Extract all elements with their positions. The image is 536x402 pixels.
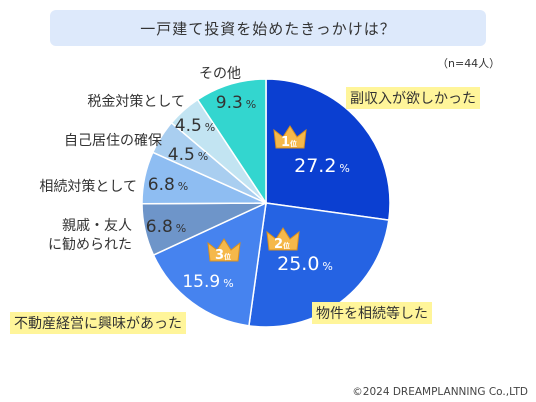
slice-category-label: 税金対策として <box>87 93 185 110</box>
slice-value-label: 25.0% <box>277 253 333 275</box>
slice-value-label: 15.9% <box>182 272 233 292</box>
slice-category-label: 不動産経営に興味があった <box>14 316 182 332</box>
slice-value-label: 9.3% <box>216 93 257 113</box>
slice-value-label: 6.8% <box>146 217 187 237</box>
rank-crown-icon: 3位 <box>207 238 241 263</box>
slice-category-label: 自己居住の確保 <box>64 133 162 149</box>
slice-value-label: 6.8% <box>148 175 189 195</box>
rank-label: 3位 <box>215 248 231 263</box>
rank-label: 1位 <box>281 135 297 150</box>
slice-category-label: 物件を相続等した <box>316 305 428 322</box>
label-highlight <box>10 312 186 334</box>
pie-slice <box>265 78 391 221</box>
slice-category-label: 相続対策として <box>39 178 137 195</box>
rank-crown-icon: 1位 <box>273 125 307 150</box>
slice-value-label: 4.5% <box>168 145 209 165</box>
pie-slice <box>196 78 267 206</box>
slice-value-label: 27.2% <box>294 155 350 177</box>
copyright-text: ©2024 DREAMPLANNING Co.,LTD <box>352 386 528 398</box>
slice-value-label: 4.5% <box>175 116 216 136</box>
label-highlight <box>346 87 480 109</box>
chart-title: 一戸建て投資を始めたきっかけは？ <box>140 19 396 38</box>
slice-category-label: 親戚・友人に勧められた <box>48 218 132 253</box>
slice-category-label: その他 <box>199 66 241 82</box>
rank-crown-icon: 2位 <box>266 227 300 252</box>
chart-title-banner: 一戸建て投資を始めたきっかけは？ <box>50 10 486 46</box>
label-highlight <box>312 302 432 324</box>
slice-category-label: 副収入が欲しかった <box>350 91 476 107</box>
rank-label: 2位 <box>274 237 290 252</box>
pie-slice <box>152 201 267 327</box>
sample-size-note: （n=44人） <box>437 57 501 70</box>
